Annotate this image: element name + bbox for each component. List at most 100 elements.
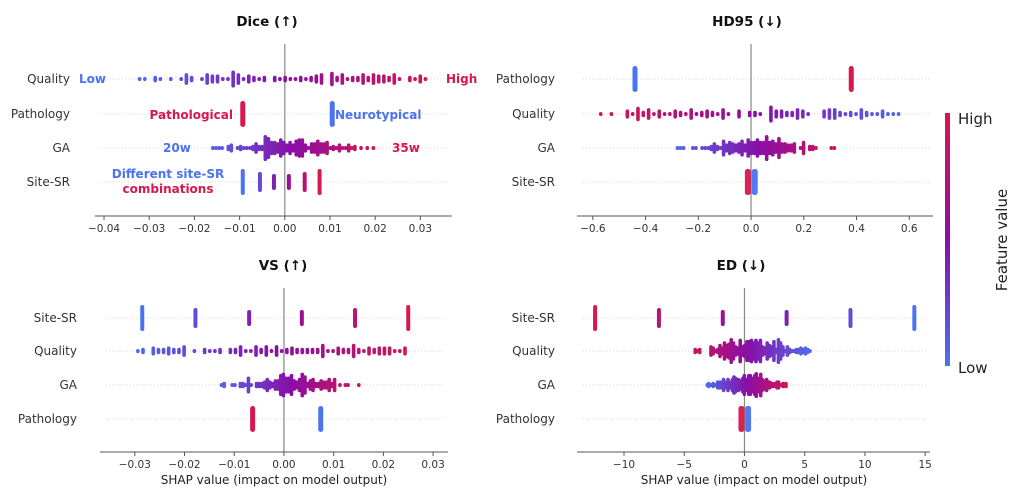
shap-point-cluster xyxy=(801,109,805,119)
x-tick-label: 0.02 xyxy=(372,459,395,471)
shap-point-cluster xyxy=(673,109,678,119)
shap-point-cluster xyxy=(235,146,240,150)
shap-point-cluster xyxy=(372,347,376,355)
feature-label-quality: Quality xyxy=(512,344,555,358)
shap-point-cluster xyxy=(783,142,787,154)
shap-point-cluster xyxy=(265,377,270,393)
shap-point-cluster xyxy=(274,345,279,357)
shap-point-cluster xyxy=(331,349,335,353)
site-sr-bar xyxy=(656,308,661,328)
shap-point-cluster xyxy=(316,139,320,157)
shap-point-cluster xyxy=(832,146,837,150)
shap-point-cluster xyxy=(349,146,354,150)
x-tick-label: −0.6 xyxy=(580,223,606,235)
shap-point-cluster xyxy=(189,75,194,83)
shap-point-cluster xyxy=(343,146,348,150)
shap-point-cluster xyxy=(245,146,249,150)
feature-site-sr-points xyxy=(240,169,322,195)
shap-point-cluster xyxy=(789,143,794,153)
site-sr-bar xyxy=(140,305,145,331)
shap-point-cluster xyxy=(798,146,803,150)
shap-point-cluster xyxy=(808,349,812,353)
site-sr-bar xyxy=(193,308,198,328)
shap-point-cluster xyxy=(771,139,775,157)
feature-label-ga: GA xyxy=(537,378,555,392)
binary-bar xyxy=(250,406,256,432)
shap-point-cluster xyxy=(269,140,274,156)
colorbar: High Low Feature value xyxy=(945,110,1011,377)
shap-point-cluster xyxy=(709,144,714,152)
shap-point-cluster xyxy=(377,346,382,356)
shap-point-cluster xyxy=(710,110,715,118)
shap-point-cluster xyxy=(758,338,763,364)
shap-point-cluster xyxy=(238,345,243,357)
shap-point-cluster xyxy=(848,110,853,118)
x-axis: −0.04 −0.03 −0.02 −0.01 0.00 0.01 0.02 0.03 xyxy=(88,215,452,235)
shap-point-cluster xyxy=(792,142,797,154)
shap-point-cluster xyxy=(257,77,261,81)
shap-point-cluster xyxy=(790,110,795,118)
shap-point-cluster xyxy=(263,135,268,161)
shap-point-cluster xyxy=(699,110,704,118)
shap-point-cluster xyxy=(248,146,252,150)
x-tick-label: −0.02 xyxy=(168,459,200,471)
shap-point-cluster xyxy=(200,77,204,81)
site-sr-bar xyxy=(302,172,307,192)
binary-bar xyxy=(240,101,246,127)
shap-point-cluster xyxy=(228,347,233,355)
shap-point-cluster xyxy=(785,345,790,357)
shap-point-cluster xyxy=(675,146,680,150)
shap-point-cluster xyxy=(367,346,371,356)
shap-point-cluster xyxy=(300,138,305,158)
shap-point-cluster xyxy=(220,146,224,150)
shap-point-cluster xyxy=(772,339,776,363)
shap-point-cluster xyxy=(712,142,717,154)
shap-point-cluster xyxy=(305,347,310,355)
feature-quality-points xyxy=(598,105,901,123)
shap-point-cluster xyxy=(764,135,769,161)
shap-point-cluster xyxy=(260,144,265,152)
shap-point-cluster xyxy=(697,347,702,355)
shap-point-cluster xyxy=(312,142,317,154)
shap-point-cluster xyxy=(321,343,325,359)
shap-point-cluster xyxy=(137,77,142,81)
feature-pathology-points xyxy=(632,66,854,92)
site-sr-bar xyxy=(286,174,291,190)
shap-point-cluster xyxy=(249,349,253,353)
x-axis: −0.03 −0.02 −0.01 0.00 0.01 0.02 0.03 xyxy=(100,451,448,471)
shap-point-cluster xyxy=(331,144,336,152)
site-sr-bar xyxy=(912,305,917,331)
shap-point-cluster xyxy=(755,138,760,158)
shap-point-cluster xyxy=(294,139,299,157)
shap-point-cluster xyxy=(609,112,614,116)
shap-point-cluster xyxy=(625,109,630,119)
shap-point-cluster xyxy=(285,143,289,153)
shap-point-cluster xyxy=(213,349,217,353)
shap-point-cluster xyxy=(340,73,345,85)
feature-label-pathology: Pathology xyxy=(496,412,555,426)
shap-point-cluster xyxy=(353,144,357,152)
x-tick-label: −10 xyxy=(613,459,635,471)
shap-point-cluster xyxy=(289,373,294,397)
shap-point-cluster xyxy=(743,143,747,153)
shap-point-cluster xyxy=(693,347,698,355)
site-sr-bar xyxy=(848,308,853,328)
shap-point-cluster xyxy=(715,144,720,152)
shap-point-cluster xyxy=(598,112,603,116)
shap-point-cluster xyxy=(715,112,720,116)
shap-point-cluster xyxy=(269,349,274,353)
annotation-neurotypical: Neurotypical xyxy=(335,108,421,122)
shap-point-cluster xyxy=(233,347,238,355)
shap-point-cluster xyxy=(711,381,715,389)
shap-point-cluster xyxy=(346,347,351,355)
shap-point-cluster xyxy=(740,139,744,157)
annotation-site-sr-line1: Different site-SR xyxy=(112,167,224,181)
shap-point-cluster xyxy=(229,143,234,153)
shap-point-cluster xyxy=(747,110,752,118)
feature-ga-points xyxy=(675,135,837,161)
shap-point-cluster xyxy=(752,140,757,156)
shap-point-cluster xyxy=(136,349,140,353)
shap-point-cluster xyxy=(382,74,386,84)
shap-point-cluster xyxy=(418,74,423,84)
site-sr-bar xyxy=(593,305,598,331)
